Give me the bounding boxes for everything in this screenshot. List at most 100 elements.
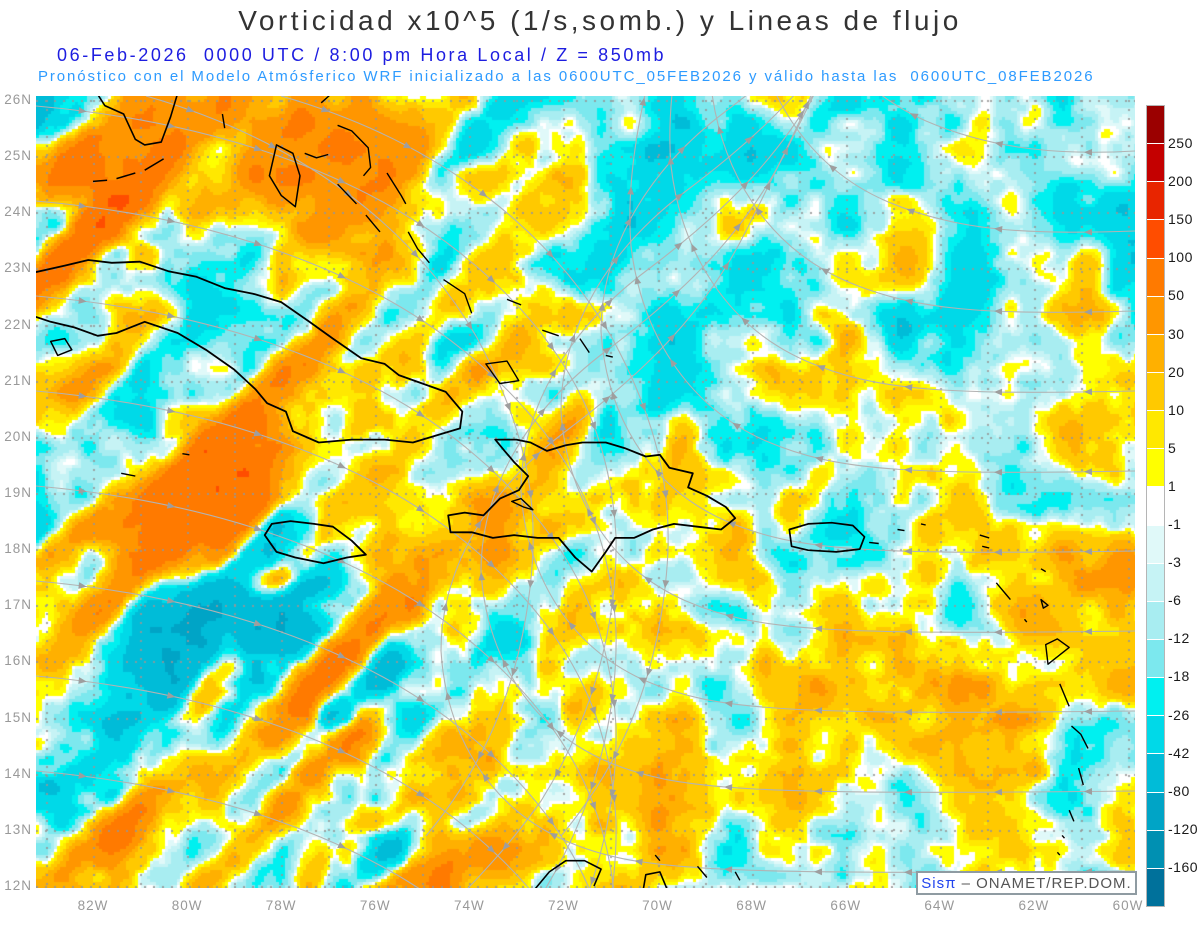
flow-arrow-icon	[267, 141, 277, 149]
flow-arrow-icon	[612, 750, 620, 760]
coastline	[1023, 618, 1028, 623]
flow-arrow-icon	[635, 770, 645, 778]
streamline	[560, 96, 1135, 633]
lat-label: 12N	[4, 877, 32, 893]
flow-arrow-icon	[661, 490, 669, 499]
colorbar-tick-label: 200	[1168, 173, 1193, 190]
colorbar-segment	[1147, 258, 1164, 296]
colorbar-tick-label: 5	[1168, 439, 1177, 456]
flow-arrow-icon	[410, 249, 419, 258]
coastline	[579, 338, 590, 353]
flow-arrow-icon	[166, 691, 176, 699]
flow-arrow-icon	[253, 334, 263, 342]
colorbar-segment	[1147, 372, 1164, 411]
flow-arrow-icon	[78, 107, 87, 114]
streamline	[520, 96, 1135, 713]
coastline	[443, 279, 473, 314]
lat-label: 21N	[4, 372, 32, 388]
flow-arrow-icon	[796, 110, 804, 119]
flow-arrow-icon	[601, 395, 611, 404]
colorbar-tick-label: -42	[1168, 744, 1190, 761]
flow-arrow-icon	[486, 465, 495, 473]
watermark-org: – ONAMET/REP.DOM.	[956, 874, 1132, 892]
coastline	[1071, 725, 1089, 749]
valid-time-subtitle: 06-Feb-2026 0000 UTC / 8:00 pm Hora Loca…	[57, 45, 667, 65]
flow-arrow-icon	[717, 125, 724, 135]
flow-arrow-icon	[638, 677, 648, 684]
flow-arrow-icon	[740, 181, 749, 190]
flow-arrow-icon	[531, 452, 541, 461]
flow-arrow-icon	[253, 619, 263, 627]
flow-arrow-icon	[337, 271, 346, 279]
streamline	[711, 96, 1135, 313]
coastline	[642, 871, 668, 888]
colorbar-segment	[1147, 754, 1164, 792]
flow-arrow-icon	[568, 334, 576, 343]
flow-arrow-icon	[904, 384, 913, 391]
flow-arrow-icon	[415, 599, 425, 608]
map-area	[36, 96, 1135, 888]
flow-arrow-icon	[589, 516, 596, 526]
colorbar-segment	[1147, 449, 1164, 487]
flow-arrow-icon	[1084, 228, 1093, 236]
lat-label: 18N	[4, 541, 32, 557]
flow-arrow-icon	[528, 541, 535, 551]
coastline	[1059, 683, 1070, 707]
flow-arrow-icon	[781, 146, 789, 156]
streamline	[36, 295, 617, 888]
streamline	[36, 105, 617, 888]
flow-arrow-icon	[587, 508, 594, 517]
lat-label: 23N	[4, 260, 32, 276]
flow-arrow-icon	[732, 422, 742, 430]
vorticity-field-canvas	[36, 96, 1135, 888]
flow-arrow-icon	[611, 255, 619, 265]
streamline	[36, 770, 420, 888]
colorbar-tick-label: 150	[1168, 211, 1193, 228]
flow-arrow-icon	[802, 100, 809, 110]
coastline	[407, 231, 430, 264]
flow-arrow-icon	[166, 596, 176, 604]
colorbar-segment	[1147, 525, 1164, 563]
lon-label: 60W	[1112, 898, 1144, 913]
lon-label: 72W	[548, 898, 579, 913]
coastline	[788, 521, 866, 553]
streamline	[36, 675, 530, 888]
colorbar-tick-label: -18	[1168, 668, 1190, 685]
flow-arrow-icon	[994, 226, 1003, 233]
colorbar-segment	[1147, 601, 1164, 639]
flow-arrow-icon	[511, 667, 518, 677]
flow-arrow-icon	[486, 845, 495, 853]
streamline	[280, 96, 669, 837]
flow-arrow-icon	[589, 421, 596, 431]
lat-label: 13N	[4, 821, 32, 837]
coastline	[49, 337, 73, 357]
lon-label: 80W	[171, 898, 203, 913]
lon-label: 78W	[265, 898, 297, 913]
lon-label: 74W	[453, 898, 485, 913]
coastline	[605, 354, 613, 358]
coastline	[144, 158, 164, 171]
flow-arrow-icon	[610, 509, 618, 518]
flow-arrow-icon	[546, 627, 555, 636]
flow-arrow-icon	[545, 249, 554, 258]
coastline	[221, 113, 226, 129]
coastline	[1061, 834, 1066, 839]
watermark-box: Sisπ – ONAMET/REP.DOM.	[916, 871, 1137, 895]
flow-arrow-icon	[537, 408, 546, 417]
streamlines-layer	[36, 96, 1135, 888]
flow-arrow-icon	[741, 317, 750, 326]
flow-arrow-icon	[337, 176, 346, 184]
colorbar-tick-label: -26	[1168, 706, 1190, 723]
coastline	[1056, 851, 1061, 856]
flow-arrow-icon	[994, 388, 1003, 396]
flow-arrow-icon	[828, 164, 838, 173]
flow-arrow-icon	[78, 772, 87, 779]
flow-arrow-icon	[611, 391, 618, 400]
flow-arrow-icon	[554, 863, 562, 873]
flow-arrow-icon	[763, 181, 771, 191]
flow-arrow-icon	[253, 144, 263, 152]
flow-arrow-icon	[662, 579, 670, 589]
flow-arrow-icon	[253, 524, 263, 532]
flow-arrow-icon	[994, 308, 1003, 315]
coastline	[337, 183, 358, 205]
